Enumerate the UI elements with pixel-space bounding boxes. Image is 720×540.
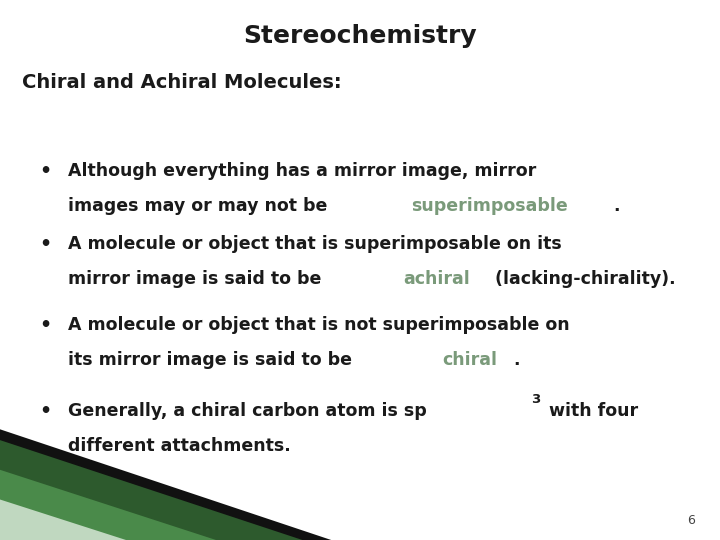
Text: mirror image is said to be: mirror image is said to be xyxy=(68,270,328,288)
Polygon shape xyxy=(0,429,331,540)
Text: Chiral and Achiral Molecules:: Chiral and Achiral Molecules: xyxy=(22,73,341,92)
Text: •: • xyxy=(40,402,52,421)
Text: 3: 3 xyxy=(531,393,541,406)
Text: different attachments.: different attachments. xyxy=(68,437,291,455)
Text: its mirror image is said to be: its mirror image is said to be xyxy=(68,351,359,369)
Text: A molecule or object that is not superimposable on: A molecule or object that is not superim… xyxy=(68,316,570,334)
Text: Generally, a chiral carbon atom is sp: Generally, a chiral carbon atom is sp xyxy=(68,402,427,420)
Text: 6: 6 xyxy=(687,514,695,526)
Text: (lacking-chirality).: (lacking-chirality). xyxy=(489,270,676,288)
Text: •: • xyxy=(40,316,52,335)
Text: A molecule or object that is superimposable on its: A molecule or object that is superimposa… xyxy=(68,235,562,253)
Text: •: • xyxy=(40,162,52,181)
Polygon shape xyxy=(0,470,216,540)
Text: superimposable: superimposable xyxy=(411,197,567,215)
Text: Although everything has a mirror image, mirror: Although everything has a mirror image, … xyxy=(68,162,536,180)
Text: Stereochemistry: Stereochemistry xyxy=(243,24,477,48)
Text: images may or may not be: images may or may not be xyxy=(68,197,334,215)
Polygon shape xyxy=(0,437,317,540)
Text: with four: with four xyxy=(543,402,639,420)
Polygon shape xyxy=(0,500,126,540)
Text: .: . xyxy=(513,351,520,369)
Text: achiral: achiral xyxy=(403,270,470,288)
Text: chiral: chiral xyxy=(443,351,498,369)
Text: •: • xyxy=(40,235,52,254)
Text: .: . xyxy=(613,197,620,215)
